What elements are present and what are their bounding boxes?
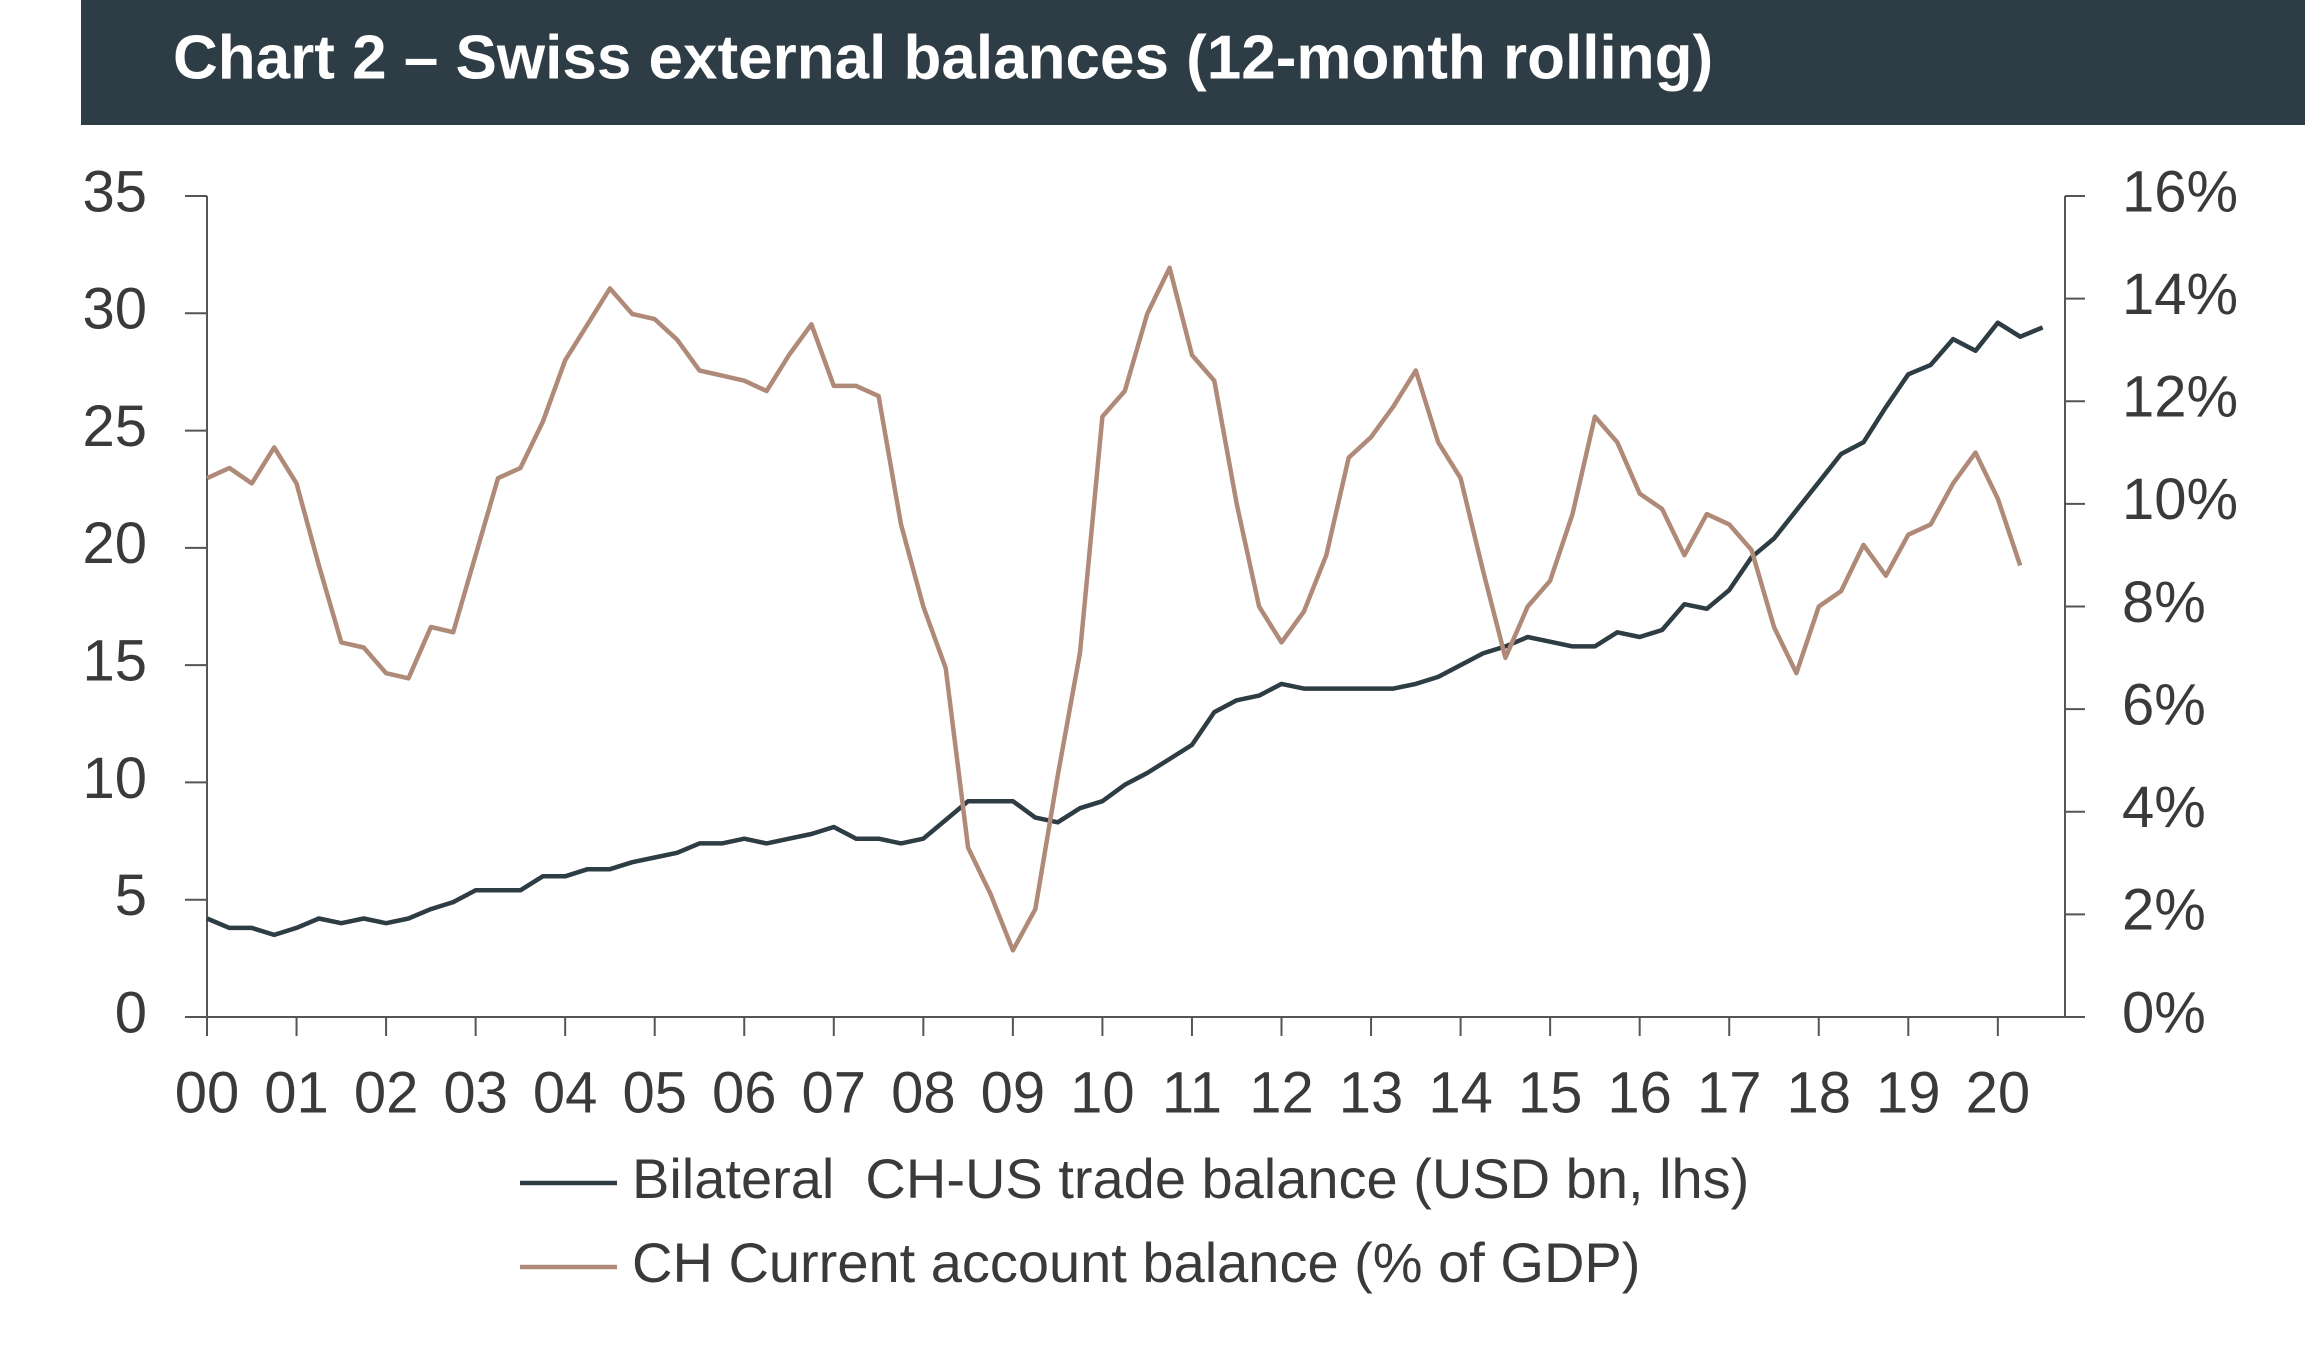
series-line bbox=[206, 320, 2044, 938]
y-tick-label: 30 bbox=[82, 277, 147, 342]
y-tick-label: 20 bbox=[82, 511, 147, 576]
y2-tick-label: 4% bbox=[2122, 775, 2206, 840]
x-tick-label: 11 bbox=[1162, 1060, 1222, 1125]
x-tick-label: 14 bbox=[1428, 1060, 1493, 1125]
x-tick-label: 19 bbox=[1876, 1060, 1941, 1125]
y2-tick-label: 12% bbox=[2122, 365, 2238, 430]
x-tick-label: 05 bbox=[622, 1060, 687, 1125]
x-tick-label: 18 bbox=[1787, 1060, 1852, 1125]
y2-tick-label: 8% bbox=[2122, 570, 2206, 635]
x-tick-label: 00 bbox=[175, 1060, 240, 1125]
x-tick-label: 06 bbox=[712, 1060, 777, 1125]
y2-tick-label: 2% bbox=[2122, 878, 2206, 943]
y-tick-label: 15 bbox=[82, 628, 147, 693]
y-tick-label: 35 bbox=[82, 159, 147, 224]
y-tick-label: 5 bbox=[115, 863, 147, 928]
x-tick-label: 20 bbox=[1966, 1060, 2031, 1125]
x-tick-label: 15 bbox=[1518, 1060, 1583, 1125]
x-tick-label: 07 bbox=[802, 1060, 867, 1125]
x-tick-label: 08 bbox=[891, 1060, 956, 1125]
y2-tick-label: 14% bbox=[2122, 262, 2238, 327]
y2-tick-label: 0% bbox=[2122, 980, 2206, 1045]
y-tick-label: 25 bbox=[82, 394, 147, 459]
legend-label: Bilateral CH-US trade balance (USD bn, l… bbox=[632, 1147, 1749, 1210]
x-tick-label: 02 bbox=[354, 1060, 419, 1125]
x-tick-label: 01 bbox=[264, 1060, 329, 1125]
chart-title: Chart 2 – Swiss external balances (12-mo… bbox=[173, 23, 1713, 92]
y-tick-label: 0 bbox=[115, 980, 147, 1045]
title-bar bbox=[81, 0, 2305, 125]
legend-label: CH Current account balance (% of GDP) bbox=[632, 1231, 1640, 1294]
x-tick-label: 09 bbox=[981, 1060, 1046, 1125]
y2-tick-label: 10% bbox=[2122, 467, 2238, 532]
y2-tick-label: 16% bbox=[2122, 159, 2238, 224]
x-tick-label: 03 bbox=[443, 1060, 508, 1125]
x-tick-label: 04 bbox=[533, 1060, 598, 1125]
x-tick-label: 13 bbox=[1339, 1060, 1404, 1125]
series-line bbox=[206, 265, 2023, 953]
y-tick-label: 10 bbox=[82, 746, 147, 811]
x-tick-label: 12 bbox=[1249, 1060, 1314, 1125]
x-tick-label: 17 bbox=[1697, 1060, 1762, 1125]
x-tick-label: 10 bbox=[1070, 1060, 1135, 1125]
x-tick-label: 16 bbox=[1607, 1060, 1672, 1125]
y2-tick-label: 6% bbox=[2122, 672, 2206, 737]
